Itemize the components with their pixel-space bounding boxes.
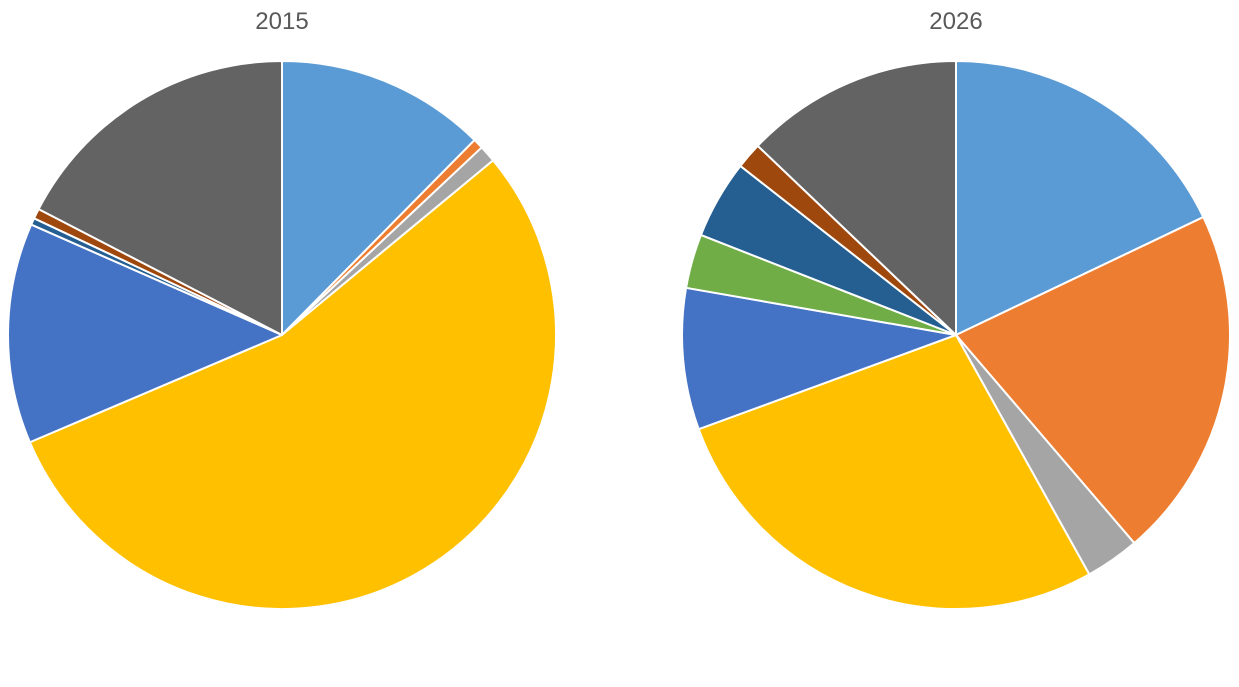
pie-svg-2015 <box>7 60 558 610</box>
pie-slice-2026-4 <box>697 334 1091 610</box>
chart-title-2026: 2026 <box>929 8 983 35</box>
pie-slice-2026-9 <box>756 60 957 336</box>
pie-svg-2026 <box>681 60 1231 610</box>
chart-title-2015: 2015 <box>255 8 309 35</box>
pie-slice-2015-1 <box>281 60 476 336</box>
pie-slice-2015-4 <box>28 159 558 610</box>
pie-slice-2015-8 <box>37 60 283 336</box>
pie-slice-2026-1 <box>955 60 1205 336</box>
pie-chart-2026: 2026 <box>676 0 1236 687</box>
pie-slice-2015-5 <box>7 223 283 444</box>
pie-chart-2015: 2015 <box>2 0 562 687</box>
pie-slice-2026-2 <box>955 216 1231 545</box>
